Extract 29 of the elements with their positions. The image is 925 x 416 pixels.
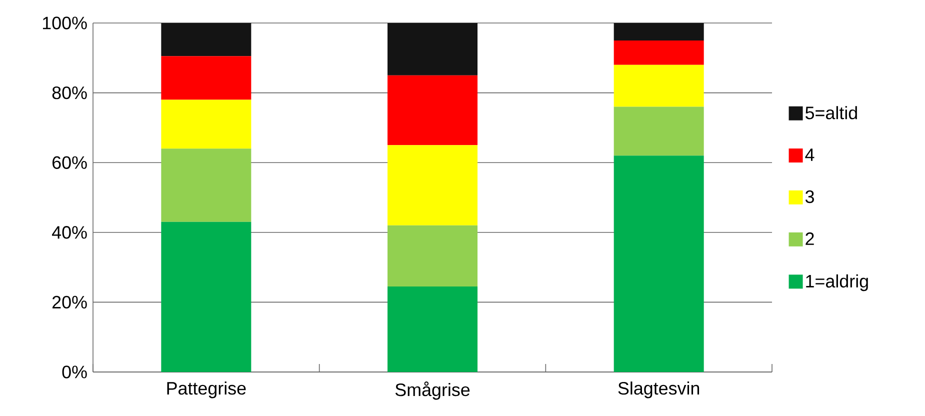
y-tick-label: 20% bbox=[52, 296, 87, 309]
y-tick-label: 0% bbox=[62, 366, 87, 378]
x-tick-label: Smågrise bbox=[395, 382, 470, 400]
bar bbox=[388, 75, 478, 146]
legend-label: 3 bbox=[805, 190, 814, 204]
legend-label: 1=aldrig bbox=[806, 274, 868, 292]
bar bbox=[614, 22, 704, 40]
bar bbox=[161, 222, 252, 372]
bar bbox=[161, 56, 252, 100]
bar bbox=[388, 145, 478, 226]
legend-label: 5=altid bbox=[805, 106, 857, 120]
y-tick-label: 80% bbox=[52, 86, 87, 100]
legend-label: 4 bbox=[805, 148, 814, 161]
bar bbox=[614, 64, 704, 107]
y-tick-label: 100% bbox=[42, 16, 87, 30]
bar bbox=[614, 156, 704, 372]
y-tick-label: 40% bbox=[52, 226, 87, 239]
bar bbox=[388, 286, 478, 372]
bar bbox=[161, 100, 252, 149]
legend-label: 2 bbox=[806, 232, 814, 245]
x-tick-label: Pattegrise bbox=[167, 382, 246, 398]
bar bbox=[161, 22, 252, 56]
x-tick-label: Slagtesvin bbox=[618, 382, 700, 398]
bar bbox=[161, 148, 252, 222]
bar bbox=[614, 40, 704, 65]
bar bbox=[388, 225, 478, 286]
bar bbox=[388, 22, 478, 76]
y-tick-label: 60% bbox=[52, 156, 87, 169]
bar bbox=[614, 106, 704, 156]
